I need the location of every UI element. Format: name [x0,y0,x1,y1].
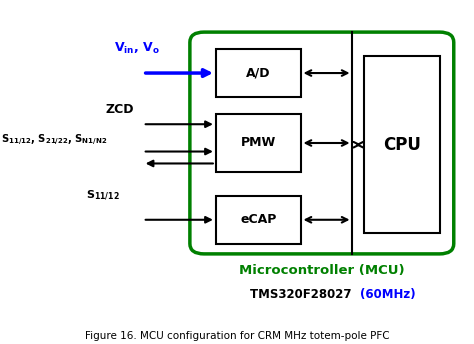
Text: $\mathbf{V_{in}}$, $\mathbf{V_o}$: $\mathbf{V_{in}}$, $\mathbf{V_o}$ [115,41,160,56]
Bar [216,49,301,97]
Text: Figure 16. MCU configuration for CRM MHz totem-pole PFC: Figure 16. MCU configuration for CRM MHz… [85,331,389,341]
Text: (60MHz): (60MHz) [360,288,416,301]
Bar [364,56,439,234]
Bar [216,114,301,172]
Text: $\mathbf{S_{11/12}}$: $\mathbf{S_{11/12}}$ [86,189,120,203]
Text: PMW: PMW [241,137,276,150]
Text: ZCD: ZCD [105,103,134,116]
Text: A/D: A/D [246,66,271,79]
Text: Microcontroller (MCU): Microcontroller (MCU) [239,264,405,277]
Text: TMS320F28027: TMS320F28027 [250,288,356,301]
Text: CPU: CPU [383,136,421,154]
Text: $\mathbf{S_{11/12}}$, $\mathbf{S_{21/22}}$, $\mathbf{S_{N1/N2}}$: $\mathbf{S_{11/12}}$, $\mathbf{S_{21/22}… [1,133,108,148]
Text: eCAP: eCAP [240,213,276,226]
Bar [216,196,301,244]
